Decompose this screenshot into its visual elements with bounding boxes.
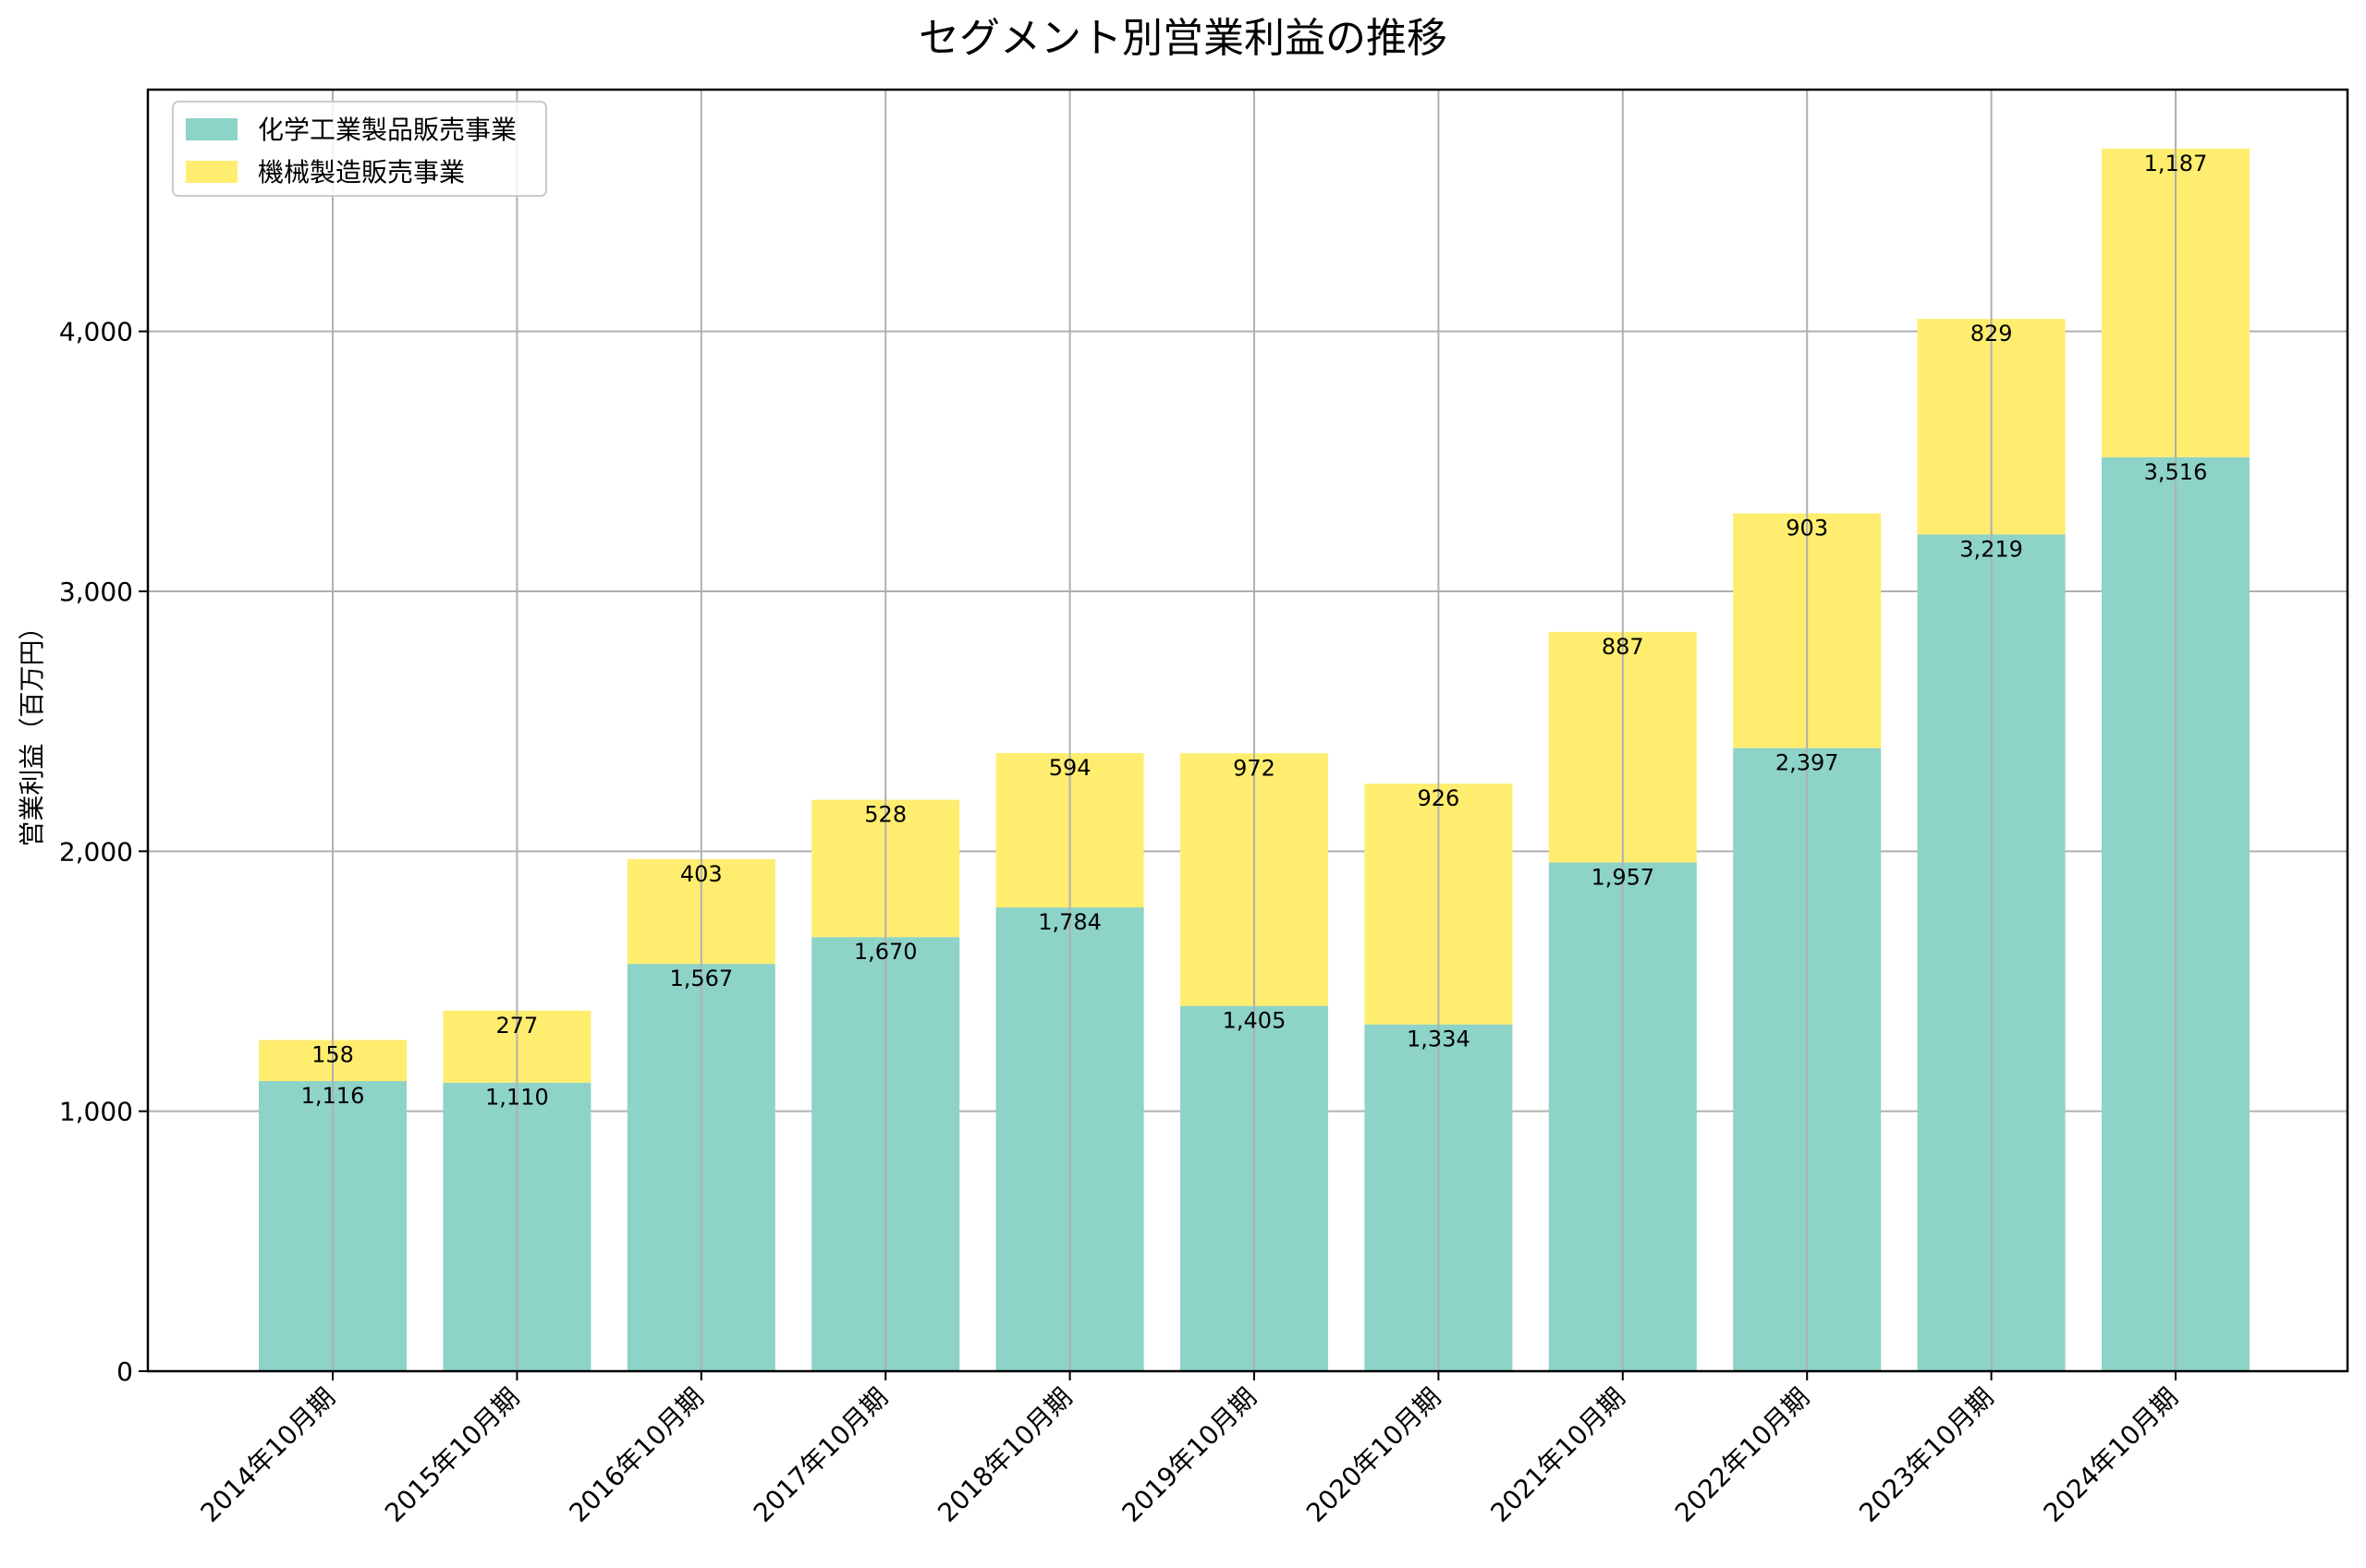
legend-label: 機械製造販売事業	[258, 157, 465, 188]
legend-swatch	[186, 161, 238, 183]
data-label-chemical: 1,405	[1223, 1008, 1287, 1034]
y-tick-label: 3,000	[59, 577, 133, 607]
data-label-machinery: 887	[1602, 634, 1644, 660]
data-label-chemical: 1,116	[301, 1083, 365, 1109]
y-tick-label: 0	[116, 1356, 133, 1387]
x-tick-label: 2016年10月期	[563, 1382, 709, 1528]
x-tick-label: 2019年10月期	[1116, 1382, 1262, 1528]
x-tick-label: 2023年10月期	[1853, 1382, 1999, 1528]
y-tick-label: 4,000	[59, 317, 133, 347]
data-label-machinery: 926	[1417, 785, 1459, 811]
x-tick-label: 2017年10月期	[748, 1382, 894, 1528]
data-label-chemical: 3,516	[2144, 459, 2208, 485]
chart-title: セグメント別営業利益の推移	[919, 15, 1447, 62]
data-label-chemical: 2,397	[1775, 750, 1839, 776]
x-tick-label: 2022年10月期	[1669, 1382, 1815, 1528]
plot-frame	[146, 88, 2349, 1373]
x-tick-label: 2021年10月期	[1484, 1382, 1630, 1528]
x-tick-label: 2018年10月期	[932, 1382, 1078, 1528]
data-label-chemical: 1,670	[854, 939, 918, 965]
data-label-chemical: 1,334	[1407, 1027, 1470, 1052]
data-label-chemical: 1,110	[485, 1085, 549, 1111]
data-label-machinery: 158	[311, 1042, 354, 1068]
y-tick-label: 1,000	[59, 1097, 133, 1127]
y-axis-label: 営業利益（百万円）	[17, 614, 47, 846]
data-label-chemical: 1,567	[669, 966, 733, 991]
data-label-chemical: 3,219	[1959, 536, 2023, 562]
vertical-grid-lines	[332, 90, 2177, 1371]
legend-label: 化学工業製品販売事業	[258, 115, 517, 145]
x-tick-label: 2015年10月期	[379, 1382, 525, 1528]
legend-box	[172, 101, 547, 197]
data-label-machinery: 972	[1233, 755, 1275, 781]
x-tick-label: 2020年10月期	[1300, 1382, 1446, 1528]
data-label-machinery: 277	[495, 1013, 538, 1039]
x-tick-label: 2014年10月期	[195, 1382, 341, 1528]
data-label-machinery: 403	[680, 861, 723, 887]
data-labels: 1,116 158 1,110 277 1,567 403 1,670 528 1,784 594…	[301, 151, 2208, 1111]
data-label-machinery: 528	[864, 802, 907, 828]
data-label-machinery: 1,187	[2144, 151, 2208, 176]
y-tick-label: 2,000	[59, 836, 133, 867]
data-label-chemical: 1,957	[1591, 864, 1654, 890]
data-label-machinery: 903	[1786, 516, 1828, 541]
data-label-chemical: 1,784	[1038, 909, 1102, 935]
legend-swatch	[186, 118, 238, 140]
data-label-machinery: 594	[1049, 755, 1092, 781]
data-label-machinery: 829	[1970, 321, 2013, 346]
x-tick-label: 2024年10月期	[2038, 1382, 2184, 1528]
